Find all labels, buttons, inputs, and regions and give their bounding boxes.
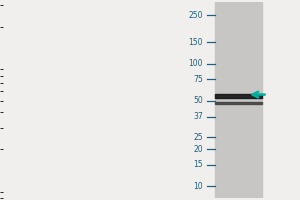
Text: 75: 75	[193, 75, 203, 84]
Text: 150: 150	[188, 38, 203, 47]
Text: 37: 37	[193, 112, 203, 121]
Text: 100: 100	[188, 59, 203, 68]
Text: 10: 10	[193, 182, 203, 191]
Text: 250: 250	[188, 11, 203, 20]
Text: 50: 50	[193, 96, 203, 105]
Bar	[215, 2, 262, 198]
Text: 15: 15	[193, 160, 203, 169]
Text: 25: 25	[193, 133, 203, 142]
Text: 20: 20	[193, 145, 203, 154]
